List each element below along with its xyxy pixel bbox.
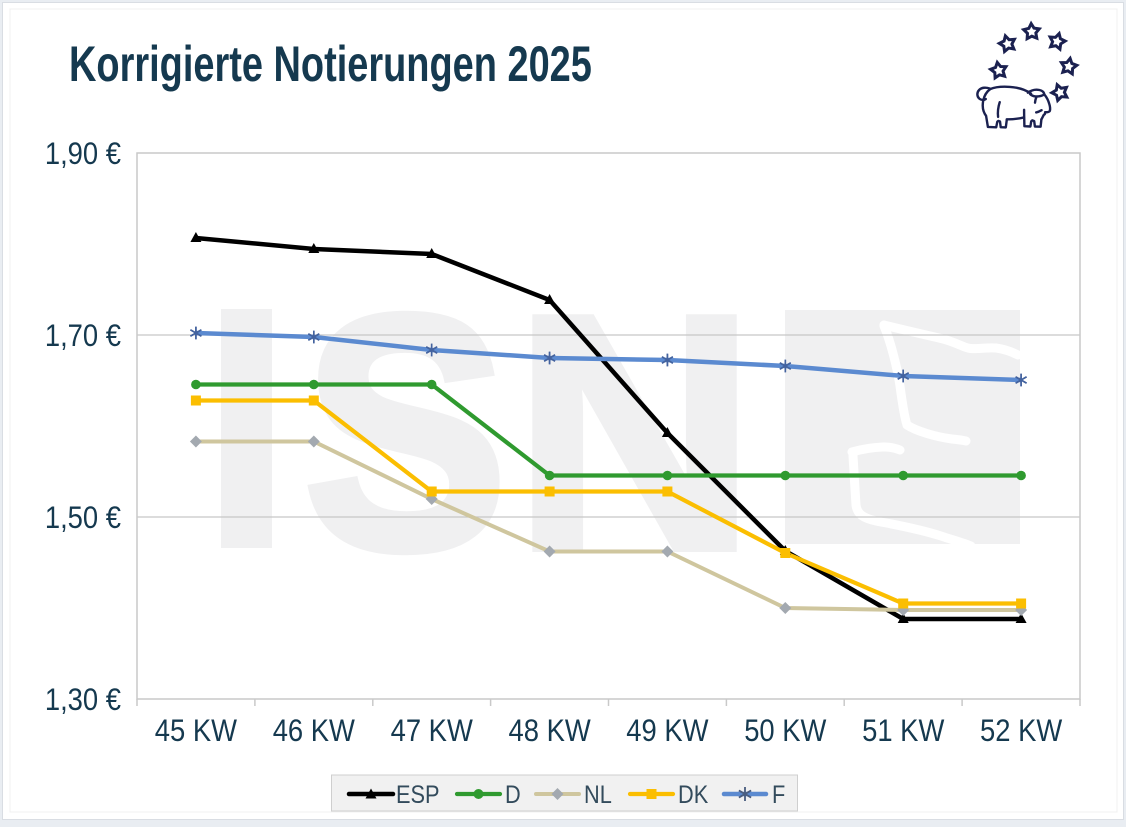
svg-text:1,70 €: 1,70 € — [45, 318, 121, 353]
svg-text:NL: NL — [584, 781, 612, 809]
svg-text:47 KW: 47 KW — [391, 713, 473, 748]
svg-text:48 KW: 48 KW — [508, 713, 590, 748]
svg-text:1,90 €: 1,90 € — [45, 136, 121, 171]
svg-text:45 KW: 45 KW — [155, 713, 237, 748]
svg-text:F: F — [772, 781, 785, 809]
svg-text:D: D — [505, 781, 521, 809]
svg-text:51 KW: 51 KW — [862, 713, 944, 748]
svg-text:46 KW: 46 KW — [273, 713, 355, 748]
svg-text:S: S — [303, 246, 508, 620]
svg-text:DK: DK — [678, 781, 709, 809]
svg-text:52 KW: 52 KW — [980, 713, 1062, 748]
svg-text:50 KW: 50 KW — [744, 713, 826, 748]
svg-text:ESP: ESP — [396, 781, 440, 809]
svg-text:1,30 €: 1,30 € — [45, 682, 121, 717]
svg-text:1,50 €: 1,50 € — [45, 500, 121, 535]
svg-text:49 KW: 49 KW — [626, 713, 708, 748]
svg-text:Korrigierte Notierungen 2025: Korrigierte Notierungen 2025 — [69, 37, 592, 92]
